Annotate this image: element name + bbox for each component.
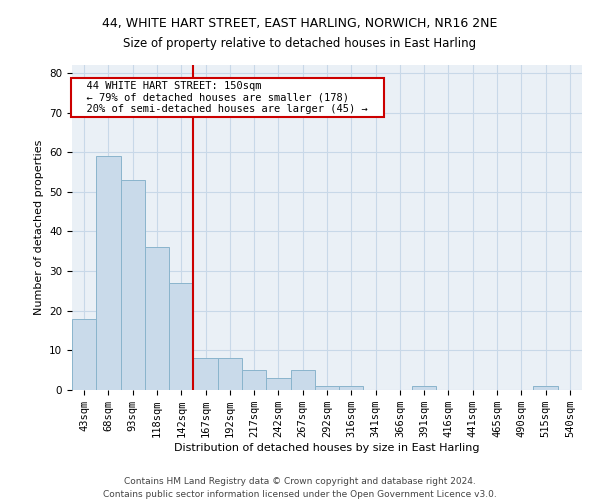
Bar (96, 156, 121, 390)
Bar (412, 386, 436, 390)
Bar (290, 370, 315, 390)
Bar (169, 283, 193, 390)
Bar (315, 386, 339, 390)
Text: 44, WHITE HART STREET, EAST HARLING, NORWICH, NR16 2NE: 44, WHITE HART STREET, EAST HARLING, NOR… (103, 18, 497, 30)
Bar (193, 358, 218, 390)
Bar (121, 180, 145, 390)
Bar (339, 386, 364, 390)
Bar (242, 370, 266, 390)
Bar (533, 386, 558, 390)
Bar (266, 378, 290, 390)
Bar (145, 248, 169, 390)
Bar (218, 358, 242, 390)
Text: Contains public sector information licensed under the Open Government Licence v3: Contains public sector information licen… (103, 490, 497, 499)
X-axis label: Distribution of detached houses by size in East Harling: Distribution of detached houses by size … (174, 443, 480, 453)
Y-axis label: Number of detached properties: Number of detached properties (34, 140, 44, 315)
Text: 44 WHITE HART STREET: 150sqm  
  ← 79% of detached houses are smaller (178)  
  : 44 WHITE HART STREET: 150sqm ← 79% of de… (74, 81, 380, 114)
Text: Size of property relative to detached houses in East Harling: Size of property relative to detached ho… (124, 38, 476, 51)
Bar (72, 318, 96, 390)
Text: Contains HM Land Registry data © Crown copyright and database right 2024.: Contains HM Land Registry data © Crown c… (124, 478, 476, 486)
